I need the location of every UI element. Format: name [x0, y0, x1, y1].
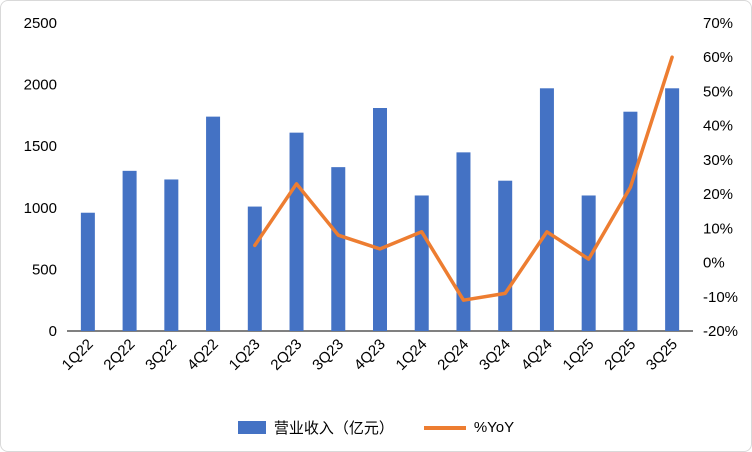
y-right-tick-label: 30% — [703, 152, 733, 169]
chart-legend: 营业收入（亿元） %YoY — [1, 417, 751, 438]
x-tick-label: 1Q22 — [59, 336, 97, 374]
y-left-tick-label: 1500 — [24, 138, 57, 155]
y-right-tick-label: 0% — [703, 255, 725, 272]
revenue-bar-1q25[interactable] — [581, 195, 596, 331]
x-tick-label: 3Q23 — [309, 336, 347, 374]
legend-item-revenue[interactable]: 营业收入（亿元） — [237, 417, 394, 438]
legend-item-yoy[interactable]: %YoY — [423, 419, 515, 436]
revenue-bar-2q25[interactable] — [623, 111, 638, 331]
y-right-tick-label: 70% — [703, 15, 733, 32]
revenue-bar-4q24[interactable] — [539, 88, 554, 332]
revenue-bar-1q22[interactable] — [80, 212, 95, 331]
y-left-tick-label: 500 — [32, 261, 57, 278]
x-tick-label: 2Q25 — [601, 336, 639, 374]
y-right-tick-label: 10% — [703, 220, 733, 237]
yoy-line[interactable] — [253, 55, 674, 302]
legend-label-yoy: %YoY — [473, 419, 515, 436]
yoy-line-swatch-icon — [423, 425, 466, 430]
revenue-bar-3q25[interactable] — [665, 88, 680, 332]
y-left-tick-label: 1000 — [24, 200, 57, 217]
x-tick-label: 1Q24 — [393, 336, 431, 374]
y-left-tick-label: 0 — [49, 323, 57, 340]
y-right-tick-label: 40% — [703, 118, 733, 135]
x-tick-label: 2Q23 — [267, 336, 305, 374]
x-tick-label: 3Q22 — [142, 336, 180, 374]
y-right-tick-label: -10% — [703, 289, 738, 306]
y-right-tick-label: 50% — [703, 83, 733, 100]
revenue-bar-1q24[interactable] — [414, 195, 429, 331]
x-tick-label: 2Q24 — [434, 336, 472, 374]
y-right-tick-label: -20% — [703, 323, 738, 340]
y-right-tick-label: 20% — [703, 186, 733, 203]
revenue-bar-3q22[interactable] — [164, 179, 179, 331]
x-tick-label: 1Q23 — [226, 336, 264, 374]
x-tick-label: 4Q24 — [518, 336, 556, 374]
revenue-bar-2q24[interactable] — [456, 152, 471, 331]
x-tick-label: 3Q24 — [476, 336, 514, 374]
revenue-bar-3q23[interactable] — [331, 167, 346, 331]
revenue-bar-2q22[interactable] — [122, 170, 137, 331]
legend-label-revenue: 营业收入（亿元） — [273, 420, 394, 437]
revenue-bar-4q22[interactable] — [206, 116, 221, 331]
revenue-bar-swatch-icon — [237, 421, 266, 434]
x-tick-label: 2Q22 — [100, 336, 138, 374]
revenue-bar-4q23[interactable] — [373, 108, 387, 332]
x-tick-label: 4Q23 — [351, 336, 389, 374]
revenue-bar-2q23[interactable] — [289, 132, 304, 331]
y-left-tick-label: 2000 — [24, 77, 57, 94]
y-right-tick-label: 60% — [703, 49, 733, 66]
x-tick-label: 4Q22 — [184, 336, 222, 374]
y-left-tick-label: 2500 — [24, 15, 57, 32]
revenue-bar-3q24[interactable] — [498, 180, 513, 331]
combo-chart-plot: 0 500 1000 1500 2000 2500 -20% -10% 0% 10% 20% 30% 4… — [24, 15, 738, 374]
x-tick-label: 3Q25 — [643, 336, 681, 374]
revenue-bar-1q23[interactable] — [247, 206, 262, 331]
x-tick-label: 1Q25 — [560, 336, 598, 374]
